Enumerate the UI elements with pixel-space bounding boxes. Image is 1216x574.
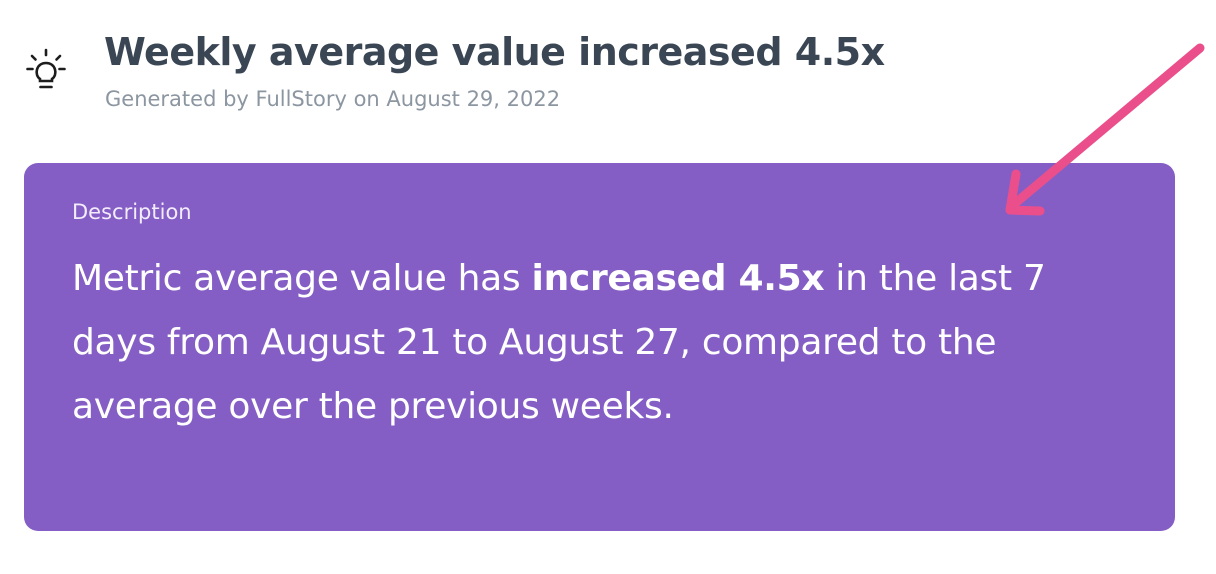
description-text-highlight: increased 4.5x: [531, 258, 825, 299]
description-text: Metric average value has increased 4.5x …: [72, 247, 1112, 439]
description-card: Description Metric average value has inc…: [24, 163, 1175, 531]
insight-title: Weekly average value increased 4.5x: [104, 30, 885, 74]
description-text-end: in the last 7 days from August 21 to Aug…: [72, 258, 1046, 427]
insight-header: Weekly average value increased 4.5x Gene…: [0, 0, 1216, 140]
description-text-start: Metric average value has: [72, 258, 532, 299]
description-label: Description: [72, 200, 192, 224]
insight-generated-by: Generated by FullStory on August 29, 202…: [105, 87, 561, 111]
lightbulb-icon: [26, 48, 66, 89]
arrow-icon: [1005, 43, 1205, 216]
